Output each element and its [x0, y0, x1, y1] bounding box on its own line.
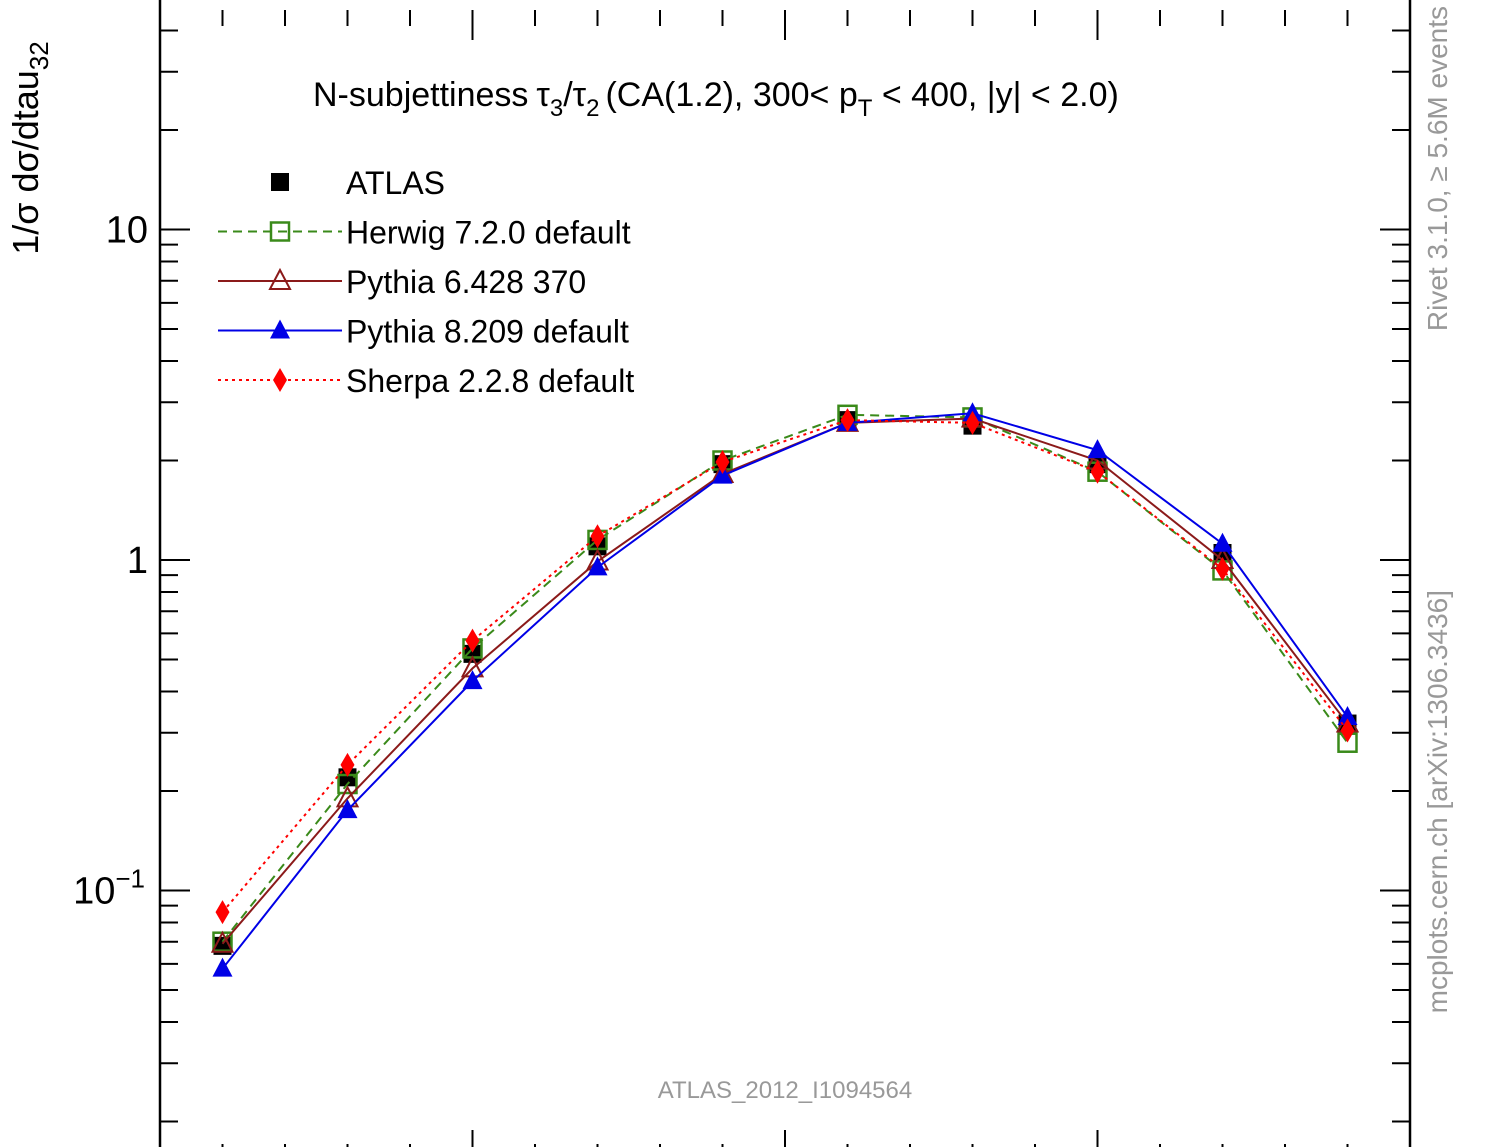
series-1	[212, 404, 1358, 952]
data-point-4-8	[1215, 556, 1230, 581]
y-axis-label: 1/σ dσ/dtau32	[5, 41, 54, 254]
data-point-4-5	[840, 408, 855, 433]
data-point-2-0	[210, 930, 235, 953]
series-line-1	[221, 413, 1349, 943]
data-point-3-0	[212, 957, 233, 977]
data-point-3-7	[1087, 439, 1108, 459]
legend-marker-3	[270, 319, 290, 339]
series-3	[212, 402, 1358, 977]
rivet-version-label: Rivet 3.1.0, ≥ 5.6M events	[1422, 6, 1453, 331]
legend-marker-2	[268, 267, 292, 290]
legend-marker-0	[271, 173, 289, 191]
series-2	[210, 405, 1360, 953]
series-group	[210, 402, 1360, 977]
series-line-2	[221, 417, 1349, 945]
y-tick-label-1: 1	[127, 540, 148, 582]
data-point-0-1	[338, 768, 357, 787]
data-point-3-2	[462, 670, 483, 690]
legend-marker-4	[273, 368, 287, 392]
data-point-4-3	[590, 524, 605, 549]
series-line-4	[221, 419, 1349, 913]
data-point-4-9	[1340, 718, 1355, 743]
data-point-4-4	[715, 449, 730, 474]
legend-label-3: Pythia 8.209 default	[346, 314, 629, 350]
legend: ATLAS Herwig 7.2.0 default Pythia 6.428 37…	[218, 165, 634, 399]
analysis-id-label: ATLAS_2012_I1094564	[658, 1077, 912, 1104]
data-point-4-0	[215, 900, 230, 925]
data-point-3-4	[712, 464, 733, 484]
legend-marker-1	[269, 221, 291, 242]
chart-title: N-subjettiness τ3/τ2 (CA(1.2), 300< pT < 4…	[313, 76, 1119, 122]
plot-frame	[158, 0, 1412, 1147]
legend-label-1: Herwig 7.2.0 default	[346, 215, 631, 251]
mcplots-source-label: mcplots.cern.ch [arXiv:1306.3436]	[1422, 590, 1453, 1013]
series-0	[213, 411, 1357, 955]
series-4	[215, 408, 1355, 925]
data-point-3-9	[1337, 705, 1358, 725]
data-point-4-6	[965, 410, 980, 435]
legend-label-4: Sherpa 2.2.8 default	[346, 363, 634, 399]
legend-label-0: ATLAS	[346, 165, 445, 201]
data-point-3-1	[337, 799, 358, 819]
y-tick-label-0.1: 10−1	[73, 864, 145, 913]
legend-label-2: Pythia 6.428 370	[346, 264, 586, 300]
data-point-4-7	[1090, 459, 1105, 484]
y-tick-label-10: 10	[106, 210, 148, 252]
data-point-3-3	[587, 556, 608, 576]
series-line-3	[221, 412, 1349, 970]
plot-border	[158, 0, 1412, 1147]
data-point-4-2	[465, 628, 480, 653]
data-point-4-1	[340, 752, 355, 777]
data-point-3-8	[1212, 532, 1233, 552]
